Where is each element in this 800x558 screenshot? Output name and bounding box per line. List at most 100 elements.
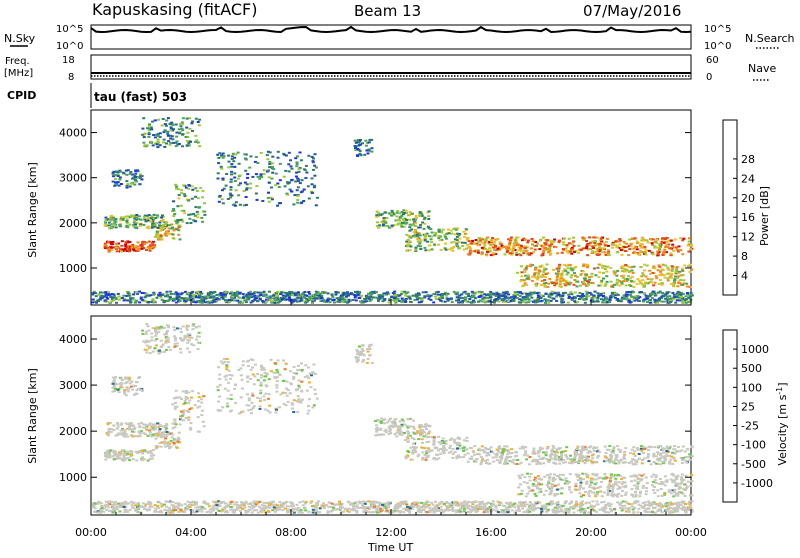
echo-cell: [255, 185, 258, 187]
echo-cell: [463, 249, 466, 251]
echo-cell: [152, 134, 155, 136]
echo-cell: [364, 140, 367, 142]
echo-cell: [114, 297, 117, 299]
echo-cell: [423, 435, 426, 437]
echo-cell: [466, 244, 469, 246]
echo-cell: [596, 237, 599, 239]
echo-cell: [556, 279, 559, 281]
echo-cell: [562, 241, 565, 243]
echo-cell: [300, 191, 303, 193]
echo-cell: [301, 399, 304, 401]
echo-cell: [582, 487, 585, 489]
echo-cell: [191, 198, 194, 200]
echo-cell: [647, 242, 650, 244]
echo-cell: [257, 292, 260, 294]
echo-cell: [429, 228, 432, 230]
echo-cell: [104, 299, 107, 301]
echo-cell: [297, 385, 300, 387]
echo-cell: [511, 461, 514, 463]
echo-cell: [637, 449, 640, 451]
echo-cell: [536, 459, 539, 461]
echo-cell: [678, 245, 681, 247]
echo-cell: [465, 437, 468, 439]
echo-cell: [524, 282, 527, 284]
echo-cell: [594, 461, 597, 463]
echo-cell: [260, 369, 263, 371]
echo-cell: [165, 349, 168, 351]
echo-cell: [312, 169, 315, 171]
echo-cell: [484, 248, 487, 250]
echo-cell: [272, 168, 275, 170]
echo-cell: [231, 375, 234, 377]
echo-cell: [401, 211, 404, 213]
echo-cell: [691, 455, 694, 457]
echo-cell: [501, 454, 504, 456]
echo-cell: [494, 245, 497, 247]
echo-cell: [689, 286, 692, 288]
echo-cell: [175, 390, 178, 392]
echo-cell: [259, 390, 262, 392]
echo-cell: [411, 451, 414, 453]
echo-cell: [436, 454, 439, 456]
echo-cell: [267, 197, 270, 199]
echo-cell: [497, 293, 500, 295]
echo-cell: [444, 234, 447, 236]
echo-cell: [245, 189, 248, 191]
echo-cell: [439, 453, 442, 455]
echo-cell: [123, 457, 126, 459]
echo-cell: [198, 332, 201, 334]
echo-cell: [130, 454, 133, 456]
echo-cell: [632, 248, 635, 250]
echo-cell: [262, 301, 265, 303]
echo-cell: [355, 356, 358, 358]
echo-cell: [544, 276, 547, 278]
echo-cell: [393, 291, 396, 293]
echo-cell: [245, 204, 248, 206]
echo-cell: [560, 456, 563, 458]
echo-cell: [458, 241, 461, 243]
echo-cell: [548, 278, 551, 280]
echo-cell: [147, 227, 150, 229]
echo-cell: [123, 299, 126, 301]
echo-cell: [547, 302, 550, 304]
echo-cell: [145, 333, 148, 335]
echo-cell: [519, 448, 522, 450]
echo-cell: [608, 449, 611, 451]
echo-cell: [600, 293, 603, 295]
echo-cell: [546, 264, 549, 266]
echo-cell: [675, 451, 678, 453]
echo-cell: [216, 154, 219, 156]
echo-cell: [112, 294, 115, 296]
echo-cell: [458, 456, 461, 458]
echo-cell: [504, 253, 507, 255]
echo-cell: [204, 296, 207, 298]
echo-cell: [448, 452, 451, 454]
echo-cell: [651, 278, 654, 280]
echo-cell: [484, 241, 487, 243]
echo-cell: [533, 300, 536, 302]
echo-cell: [606, 301, 609, 303]
echo-cell: [651, 293, 654, 295]
echo-cell: [253, 383, 256, 385]
echo-cell: [173, 335, 176, 337]
echo-cell: [164, 438, 167, 440]
echo-cell: [143, 216, 146, 218]
echo-cell: [437, 436, 440, 438]
echo-cell: [481, 247, 484, 249]
echo-cell: [592, 282, 595, 284]
echo-cell: [479, 463, 482, 465]
echo-cell: [163, 131, 166, 133]
echo-cell: [554, 457, 557, 459]
echo-cell: [120, 378, 123, 380]
echo-cell: [614, 462, 617, 464]
echo-cell: [412, 295, 415, 297]
echo-cell: [217, 162, 220, 164]
echo-cell: [297, 365, 300, 367]
echo-cell: [286, 194, 289, 196]
echo-cell: [670, 456, 673, 458]
echo-cell: [377, 300, 380, 302]
echo-cell: [129, 173, 132, 175]
echo-cell: [118, 299, 121, 301]
echo-cell: [181, 415, 184, 417]
echo-cell: [314, 393, 317, 395]
